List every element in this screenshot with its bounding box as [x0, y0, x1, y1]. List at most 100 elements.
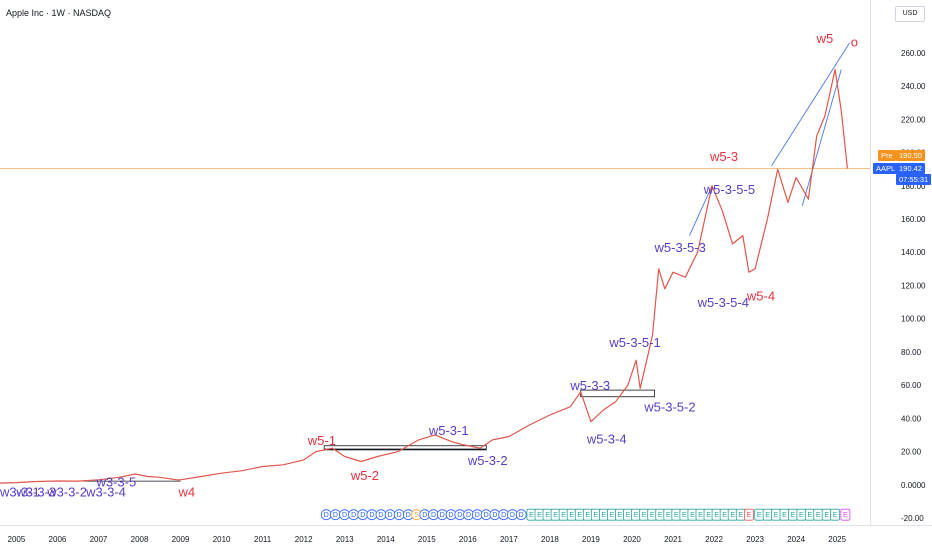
- event-marker-label: D: [431, 512, 436, 519]
- event-marker-label: E: [545, 512, 550, 519]
- event-marker-label: E: [799, 512, 804, 519]
- event-marker-label: E: [765, 512, 770, 519]
- trend-line: [689, 185, 713, 236]
- y-tick-label: 100.00: [901, 315, 926, 324]
- x-tick-label: 2012: [295, 535, 313, 544]
- event-marker-label: E: [690, 512, 695, 519]
- y-tick-label: 140.00: [901, 248, 926, 257]
- event-marker-label: D: [501, 512, 506, 519]
- time-axis[interactable]: 2005 2006 2007 2008 2009 2010 2011 2012 2013 2014…: [0, 525, 932, 551]
- event-marker-label: D: [466, 512, 471, 519]
- symbol-label: AAPL: [873, 163, 899, 174]
- event-marker-label: E: [682, 512, 687, 519]
- event-marker-label: D: [449, 512, 454, 519]
- x-tick-label: 2023: [746, 535, 764, 544]
- event-marker-label: E: [747, 512, 752, 519]
- wave-label: w3-3-1: [0, 484, 40, 499]
- x-tick-label: 2024: [787, 535, 805, 544]
- x-tick-label: 2019: [582, 535, 600, 544]
- wave-label: w5-4: [746, 288, 775, 303]
- event-marker-label: E: [706, 512, 711, 519]
- trend-line: [771, 42, 850, 167]
- x-tick-label: 2007: [90, 535, 108, 544]
- event-marker-label: E: [537, 512, 542, 519]
- wave-label: w3-3-2: [46, 484, 87, 499]
- event-marker-label: D: [333, 512, 338, 519]
- event-marker-label: D: [324, 512, 329, 519]
- x-tick-label: 2018: [541, 535, 559, 544]
- wave-label: w3-3-5: [95, 474, 136, 489]
- wave-label: w5-3-2: [467, 453, 508, 468]
- event-marker-label: E: [807, 512, 812, 519]
- y-tick-label: 220.00: [901, 115, 926, 124]
- earnings-marker: [840, 508, 851, 521]
- pre-market-label: Pre: [878, 150, 896, 161]
- event-marker-label: D: [475, 512, 480, 519]
- event-marker-label: S: [414, 512, 419, 519]
- pre-market-price: 190.50: [896, 150, 925, 161]
- x-tick-label: 2008: [131, 535, 149, 544]
- event-marker-label: E: [642, 512, 647, 519]
- event-marker-label: D: [369, 512, 374, 519]
- y-tick-label: 260.00: [901, 49, 926, 58]
- event-marker-label: E: [791, 512, 796, 519]
- earnings-marker: [830, 508, 841, 521]
- event-marker-label: D: [457, 512, 462, 519]
- event-marker-label: E: [738, 512, 743, 519]
- event-marker-label: D: [388, 512, 393, 519]
- x-tick-label: 2010: [213, 535, 231, 544]
- y-tick-label: 20.00: [901, 448, 922, 457]
- wave-label: w5-3-5-1: [608, 335, 660, 350]
- event-marker-label: E: [658, 512, 663, 519]
- event-marker-label: D: [406, 512, 411, 519]
- event-marker-label: E: [618, 512, 623, 519]
- x-tick-label: 2022: [705, 535, 723, 544]
- y-tick-label: 80.00: [901, 348, 922, 357]
- wave-label: w5: [816, 31, 834, 46]
- wave-label: w5-3: [709, 149, 738, 164]
- bar-countdown: 07:55:31: [896, 174, 932, 185]
- wave-label: w5-1: [307, 433, 336, 448]
- x-tick-label: 2020: [623, 535, 641, 544]
- wave-label: w3-3-3: [15, 484, 56, 499]
- event-marker-label: E: [561, 512, 566, 519]
- event-marker-label: E: [843, 512, 848, 519]
- x-tick-label: 2013: [336, 535, 354, 544]
- wave-label: w5-3-5-3: [654, 240, 706, 255]
- price-axis[interactable]: 260.00240.00220.00200.00180.00160.00140.…: [870, 0, 932, 525]
- event-marker-label: E: [553, 512, 558, 519]
- event-marker-label: E: [730, 512, 735, 519]
- event-marker-label: D: [492, 512, 497, 519]
- currency-selector[interactable]: USD: [895, 6, 925, 22]
- y-tick-label: -20.00: [901, 514, 924, 523]
- wave-label: w5-3-5-5: [703, 182, 755, 197]
- wave-label: w5-3-5-2: [643, 400, 695, 415]
- x-tick-label: 2005: [8, 535, 26, 544]
- y-tick-label: 0.0000: [901, 481, 926, 490]
- event-marker-label: E: [782, 512, 787, 519]
- wave-label: w5-3-1: [428, 423, 469, 438]
- x-tick-label: 2017: [500, 535, 518, 544]
- event-marker-label: E: [577, 512, 582, 519]
- price-series-line: [0, 68, 848, 484]
- event-marker-label: E: [529, 512, 534, 519]
- x-tick-label: 2009: [172, 535, 190, 544]
- x-tick-label: 2025: [828, 535, 846, 544]
- event-marker-label: E: [666, 512, 671, 519]
- earnings-marker: [744, 508, 754, 521]
- event-marker-label: D: [351, 512, 356, 519]
- event-marker-label: E: [634, 512, 639, 519]
- event-marker-label: E: [757, 512, 762, 519]
- chart-title: Apple Inc · 1W · NASDAQ: [6, 8, 112, 18]
- y-tick-label: 60.00: [901, 381, 922, 390]
- event-marker-label: E: [698, 512, 703, 519]
- event-marker-label: E: [594, 512, 599, 519]
- wave-label: o: [851, 34, 858, 49]
- event-marker-label: E: [833, 512, 838, 519]
- y-tick-label: 40.00: [901, 414, 922, 423]
- y-tick-label: 240.00: [901, 82, 926, 91]
- event-marker-label: E: [774, 512, 779, 519]
- trend-line: [801, 69, 842, 206]
